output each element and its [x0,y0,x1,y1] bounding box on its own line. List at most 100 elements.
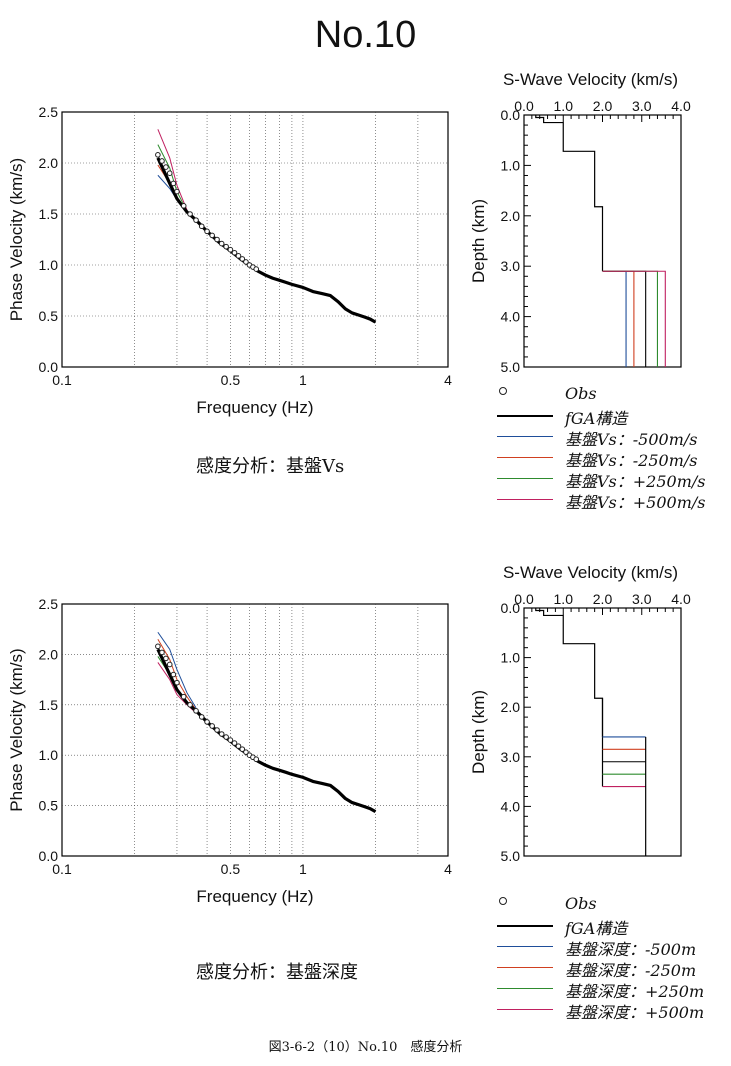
chart0-x-tick-label: 4 [444,372,452,388]
chart2-y-tick-label: 2.0 [39,646,59,662]
legend-label: 基盤深度：+250m [565,982,705,1001]
legend-entry: 基盤深度：-500m [497,936,731,959]
legend-label: 基盤Vs：-500m/s [565,430,698,449]
chart0-obs-point [253,266,260,272]
chart2-obs-point [223,734,229,740]
chart1-x-tick-label: 3.0 [632,98,652,114]
chart3-y-tick-label: 3.0 [501,749,521,765]
legend-line-swatch [497,946,553,947]
chart2-obs-point [170,671,177,678]
legend-entry: 基盤Vs：-250m/s [497,447,731,470]
chart2-plot-area [61,603,449,857]
chart1-y-tick-label: 4.0 [501,309,521,325]
chart2-obs-point [239,746,246,752]
legend-line-swatch [497,478,553,479]
chart2-x-tick-label: 0.5 [221,861,241,877]
chart2-series-line-2 [157,639,197,711]
legend-label: 基盤Vs：+500m/s [565,493,706,512]
chart2-x-tick-label: 1 [299,861,307,877]
legend-label: fGA構造 [565,919,628,938]
chart0-obs-point [155,152,161,158]
legend-line-swatch [497,988,553,989]
legend-label: 基盤Vs：-250m/s [565,451,698,470]
chart2-obs-point [193,708,199,714]
chart0-obs-point [227,246,234,253]
legend-line-swatch [497,967,553,968]
chart2-obs-point [243,749,249,755]
legend-entry: 基盤深度：-250m [497,957,731,980]
legend-label: fGA構造 [565,409,628,428]
legend-line-swatch [497,457,553,458]
legend-entry: 基盤Vs：+250m/s [497,468,731,491]
chart2-x-tick-label: 4 [444,861,452,877]
legend-depth: Obs fGA構造基盤深度：-500m 基盤深度：-250m 基盤深度：+250m 基盤… [497,894,727,1024]
chart0-x-tick-label: 1 [299,372,307,388]
chart0-obs-point [204,228,210,235]
legend-label: 基盤深度：-250m [565,961,697,980]
chart0-y-tick-label: 2.0 [39,155,59,171]
legend-entry: Obs [497,384,731,404]
chart3-y-tick-label: 4.0 [501,798,521,814]
chart2-obs-point [209,723,215,729]
chart0-obs-point [243,259,249,265]
chart2-obs-point [187,702,193,708]
chart0-obs-point [235,253,242,259]
legend-entry: Obs [497,894,731,914]
chart0-y-tick-label: 2.5 [39,104,59,120]
chart3-y-tick-label: 2.0 [501,699,521,715]
legend-label: 基盤深度：-500m [565,940,697,959]
chart2-y-tick-label: 1.5 [39,697,59,713]
chart0-obs-point [231,249,238,256]
chart1-x-tick-label: 1.0 [554,98,574,114]
legend-entry: 基盤深度：+500m [497,999,731,1022]
legend-entry: 基盤深度：+250m [497,978,731,1001]
chart0-y-tick-label: 1.5 [39,206,59,222]
chart2-y-axis-label: Phase Velocity (km/s) [7,648,26,811]
chart2-obs-point [163,655,169,662]
chart3-vs-profile [535,608,604,737]
legend-entry: fGA構造 [497,915,731,938]
chart2-y-tick-label: 0.5 [39,798,59,814]
chart0-obs-point [174,188,180,195]
chart2-obs-point [231,740,238,746]
chart0-x-tick-label: 0.5 [221,372,241,388]
chart3-x-tick-label: 1.0 [554,591,574,607]
chart2-obs-point [218,731,225,737]
chart2-obs-point [155,643,161,650]
figure-caption: 図3-6-2（10）No.10 感度分析 [268,1040,463,1055]
chart2-x-tick-label: 0.1 [52,861,72,877]
chart1-y-tick-label: 1.0 [501,157,521,173]
chart2-obs-point [227,737,234,743]
chart1-y-tick-label: 0.0 [501,107,521,123]
chart2-obs-point [235,743,242,749]
page-title: No.10 [314,14,417,56]
chart0-obs-point [193,217,199,223]
legend-line-swatch [497,1009,553,1010]
chart2-y-tick-label: 0.0 [39,848,59,864]
legend-label: 基盤深度：+500m [565,1003,705,1022]
chart-caption-depth: 感度分析：基盤深度 [196,962,358,983]
chart0-obs-point [223,243,229,250]
chart2-obs-point [253,756,260,763]
legend-entry: 基盤Vs：-500m/s [497,426,731,449]
chart3-x-tick-label: 3.0 [632,591,652,607]
legend-entry: fGA構造 [497,405,731,428]
legend-label: 基盤Vs：+250m/s [565,472,706,491]
chart0-obs-point [209,232,215,239]
chart2-obs-point [166,661,173,668]
chart0-obs-point [214,236,220,243]
chart0-y-tick-label: 1.0 [39,257,59,273]
legend-line-swatch [497,415,553,417]
chart1-halfspace-line-4 [602,270,666,367]
chart0-series-line-4 [157,129,188,211]
chart1-y-tick-label: 5.0 [501,359,521,375]
chart3-y-tick-label: 0.0 [501,600,521,616]
chart0-y-tick-label: 0.0 [39,359,59,375]
chart0-obs-point [187,211,193,217]
chart0-obs-point [198,223,205,230]
legend-label: Obs [565,894,597,913]
legend-line-swatch [497,925,553,927]
chart0-y-tick-label: 0.5 [39,308,59,324]
chart2-y-tick-label: 1.0 [39,747,59,763]
